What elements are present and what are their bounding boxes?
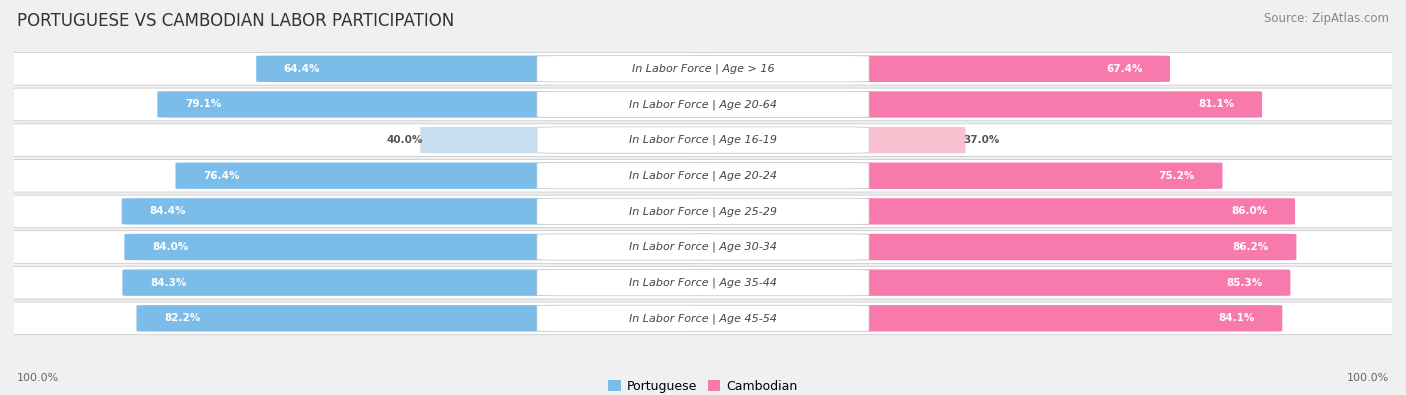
FancyBboxPatch shape [537, 91, 869, 118]
FancyBboxPatch shape [689, 305, 1282, 331]
FancyBboxPatch shape [0, 266, 1406, 299]
FancyBboxPatch shape [689, 56, 1170, 82]
FancyBboxPatch shape [420, 127, 717, 153]
Text: In Labor Force | Age 45-54: In Labor Force | Age 45-54 [628, 313, 778, 324]
FancyBboxPatch shape [689, 91, 1263, 118]
Text: 79.1%: 79.1% [186, 100, 221, 109]
FancyBboxPatch shape [537, 305, 869, 331]
Text: 81.1%: 81.1% [1198, 100, 1234, 109]
Text: 86.0%: 86.0% [1232, 206, 1267, 216]
FancyBboxPatch shape [122, 198, 717, 225]
Text: 84.1%: 84.1% [1219, 313, 1254, 324]
FancyBboxPatch shape [537, 56, 869, 82]
FancyBboxPatch shape [0, 88, 1406, 121]
Text: 85.3%: 85.3% [1226, 278, 1263, 288]
Text: In Labor Force | Age > 16: In Labor Force | Age > 16 [631, 64, 775, 74]
Text: 67.4%: 67.4% [1107, 64, 1143, 74]
FancyBboxPatch shape [537, 127, 869, 153]
FancyBboxPatch shape [122, 269, 717, 296]
Text: 100.0%: 100.0% [1347, 373, 1389, 383]
FancyBboxPatch shape [124, 234, 717, 260]
Text: In Labor Force | Age 20-24: In Labor Force | Age 20-24 [628, 171, 778, 181]
Text: 76.4%: 76.4% [202, 171, 239, 181]
Text: In Labor Force | Age 20-64: In Labor Force | Age 20-64 [628, 99, 778, 110]
Text: Source: ZipAtlas.com: Source: ZipAtlas.com [1264, 12, 1389, 25]
FancyBboxPatch shape [689, 269, 1291, 296]
FancyBboxPatch shape [0, 302, 1406, 335]
Text: 40.0%: 40.0% [387, 135, 423, 145]
FancyBboxPatch shape [537, 234, 869, 260]
Text: 84.0%: 84.0% [152, 242, 188, 252]
FancyBboxPatch shape [0, 231, 1406, 263]
FancyBboxPatch shape [689, 127, 966, 153]
Text: 64.4%: 64.4% [284, 64, 321, 74]
Text: PORTUGUESE VS CAMBODIAN LABOR PARTICIPATION: PORTUGUESE VS CAMBODIAN LABOR PARTICIPAT… [17, 12, 454, 30]
Text: In Labor Force | Age 25-29: In Labor Force | Age 25-29 [628, 206, 778, 216]
FancyBboxPatch shape [0, 53, 1406, 85]
Legend: Portuguese, Cambodian: Portuguese, Cambodian [603, 375, 803, 395]
Text: 84.4%: 84.4% [149, 206, 186, 216]
FancyBboxPatch shape [136, 305, 717, 331]
FancyBboxPatch shape [537, 163, 869, 189]
FancyBboxPatch shape [157, 91, 717, 118]
FancyBboxPatch shape [537, 198, 869, 224]
FancyBboxPatch shape [689, 162, 1222, 189]
FancyBboxPatch shape [0, 195, 1406, 228]
FancyBboxPatch shape [0, 124, 1406, 156]
Text: In Labor Force | Age 35-44: In Labor Force | Age 35-44 [628, 277, 778, 288]
Text: 100.0%: 100.0% [17, 373, 59, 383]
Text: 84.3%: 84.3% [150, 278, 187, 288]
FancyBboxPatch shape [537, 269, 869, 296]
Text: 37.0%: 37.0% [963, 135, 1000, 145]
Text: In Labor Force | Age 30-34: In Labor Force | Age 30-34 [628, 242, 778, 252]
FancyBboxPatch shape [689, 198, 1295, 225]
Text: 82.2%: 82.2% [165, 313, 200, 324]
Text: 86.2%: 86.2% [1233, 242, 1268, 252]
FancyBboxPatch shape [176, 162, 717, 189]
Text: 75.2%: 75.2% [1159, 171, 1195, 181]
FancyBboxPatch shape [0, 160, 1406, 192]
FancyBboxPatch shape [256, 56, 717, 82]
FancyBboxPatch shape [689, 234, 1296, 260]
Text: In Labor Force | Age 16-19: In Labor Force | Age 16-19 [628, 135, 778, 145]
